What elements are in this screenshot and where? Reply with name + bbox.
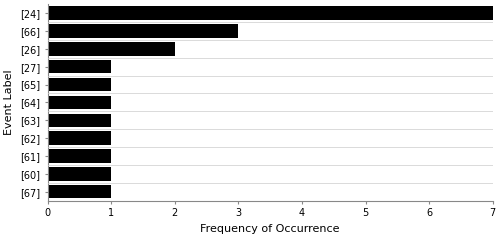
X-axis label: Frequency of Occurrence: Frequency of Occurrence <box>200 224 340 234</box>
Bar <box>48 149 111 163</box>
Bar <box>48 24 238 38</box>
Bar <box>48 78 111 91</box>
Bar <box>48 6 492 20</box>
Y-axis label: Event Label: Event Label <box>4 69 14 135</box>
Bar <box>48 131 111 145</box>
Bar <box>48 96 111 109</box>
Bar <box>48 167 111 181</box>
Bar <box>48 185 111 198</box>
Bar <box>48 114 111 127</box>
Bar <box>48 42 175 55</box>
Bar <box>48 60 111 73</box>
